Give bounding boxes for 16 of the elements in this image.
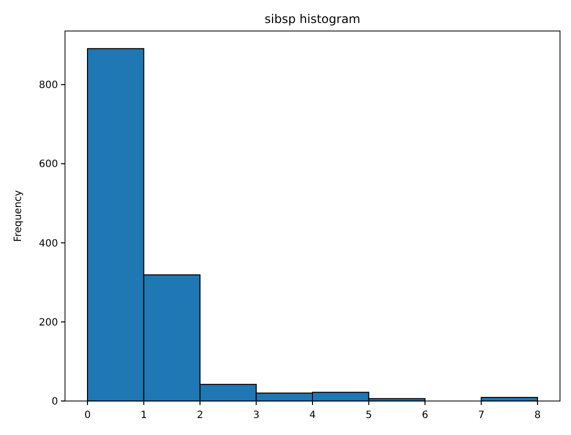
- x-tick-label: 1: [140, 410, 147, 421]
- y-tick-label: 0: [52, 396, 58, 408]
- chart-title: sibsp histogram: [264, 12, 360, 26]
- x-tick-label: 2: [196, 410, 204, 421]
- y-tick-label: 400: [38, 238, 58, 250]
- x-tick-label: 5: [366, 410, 372, 421]
- x-tick-label: 7: [478, 410, 484, 421]
- y-axis-title: Frequency: [13, 190, 24, 242]
- x-tick-label: 0: [84, 410, 91, 421]
- y-tick-label: 600: [38, 159, 58, 170]
- x-tick-label: 6: [422, 410, 428, 421]
- x-tick-label: 4: [309, 410, 316, 421]
- x-tick-label: 3: [253, 410, 260, 421]
- y-tick-label: 800: [38, 80, 58, 92]
- x-tick-label: 8: [534, 410, 541, 421]
- y-tick-label: 200: [38, 317, 58, 328]
